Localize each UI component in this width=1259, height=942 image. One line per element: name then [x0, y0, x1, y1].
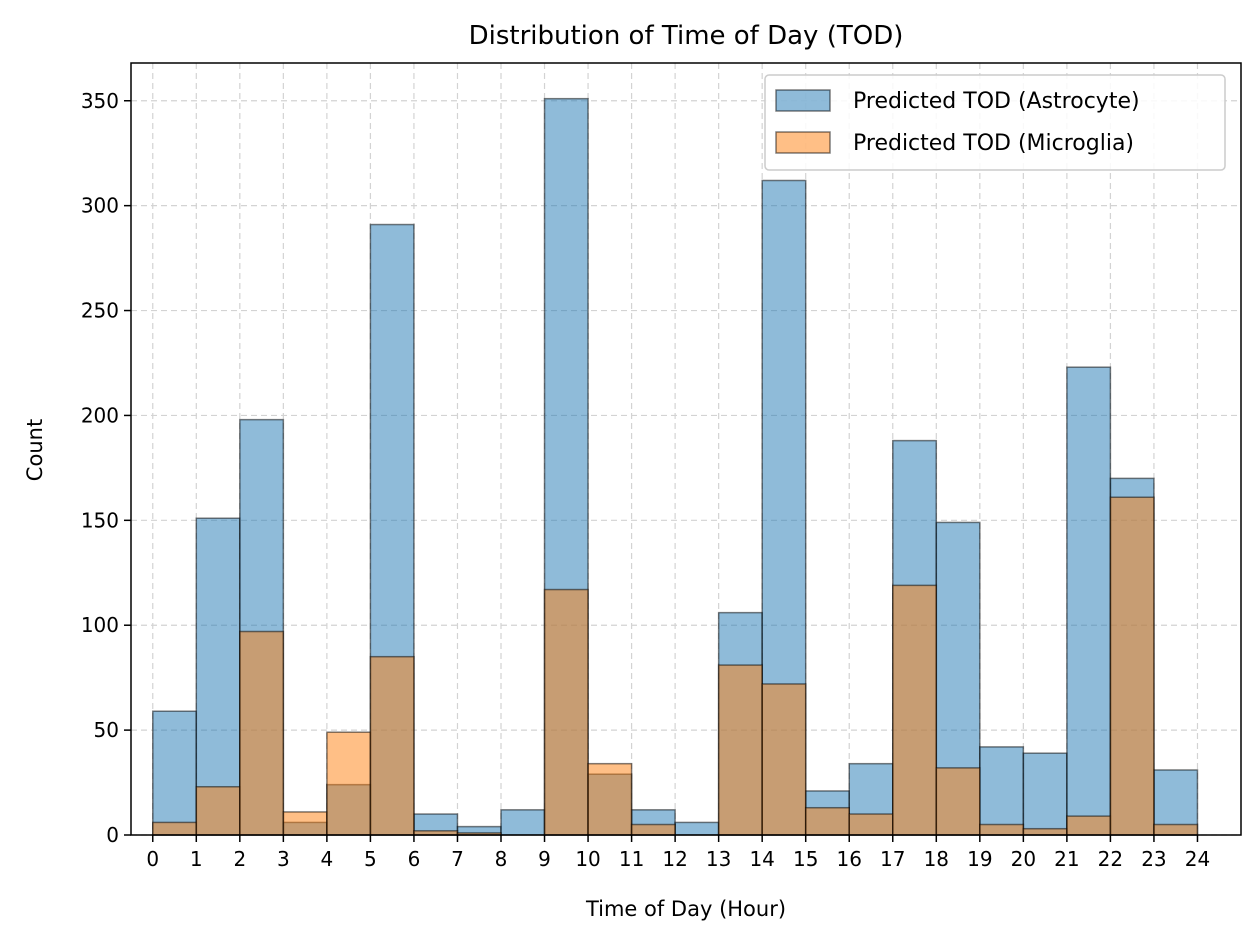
microglia-bar	[1066, 815, 1112, 836]
x-tick-label: 12	[662, 847, 687, 871]
x-tick-label: 13	[706, 847, 731, 871]
y-tick-label: 250	[81, 299, 119, 323]
y-tick-label: 300	[81, 194, 119, 218]
astrocyte-bar	[500, 809, 546, 836]
x-tick-label: 24	[1185, 847, 1210, 871]
x-tick-label: 17	[880, 847, 905, 871]
x-tick-label: 7	[451, 847, 464, 871]
x-tick-label: 9	[538, 847, 551, 871]
x-tick-label: 21	[1054, 847, 1079, 871]
x-tick-label: 20	[1011, 847, 1036, 871]
microglia-bar	[326, 731, 372, 836]
microglia-bar	[587, 762, 633, 836]
x-axis-label: Time of Day (Hour)	[585, 897, 786, 921]
y-tick-label: 100	[81, 613, 119, 637]
astrocyte-bar	[1022, 752, 1068, 836]
microglia-bar	[761, 683, 807, 836]
x-tick-label: 10	[575, 847, 600, 871]
x-tick-label: 8	[495, 847, 508, 871]
x-tick-label: 4	[321, 847, 334, 871]
legend-label-astrocyte: Predicted TOD (Astrocyte)	[853, 89, 1140, 114]
astrocyte-bar	[152, 710, 198, 836]
microglia-bar	[804, 806, 850, 836]
x-tick-label: 19	[967, 847, 992, 871]
x-tick-label: 11	[619, 847, 644, 871]
astrocyte-bar	[674, 821, 720, 836]
x-tick-label: 15	[793, 847, 818, 871]
x-tick-label: 6	[408, 847, 421, 871]
microglia-bar	[979, 823, 1025, 836]
legend-swatch-astrocyte	[775, 89, 831, 112]
microglia-bar	[195, 786, 241, 836]
astrocyte-bar	[1066, 366, 1112, 836]
y-axis-ticks: 0 50 100 150 200 250 300 350	[81, 89, 131, 847]
microglia-bar	[282, 811, 328, 836]
microglia-bar	[1022, 827, 1068, 836]
chart-title: Distribution of Time of Day (TOD)	[469, 21, 904, 51]
x-tick-label: 23	[1141, 847, 1166, 871]
plot-frame	[130, 62, 1242, 836]
microglia-bar	[892, 584, 938, 836]
microglia-bar	[848, 813, 894, 836]
microglia-bar	[1153, 823, 1199, 836]
microglia-bar	[152, 821, 198, 836]
x-axis-ticks: 0 1 2 3 4 5 6 7 8 9 10 11 12 13 14 15 16 17 18 19 20 21 22 23 24	[146, 835, 1210, 871]
legend-box	[764, 74, 1226, 171]
astrocyte-bar	[979, 746, 1025, 836]
x-tick-label: 1	[190, 847, 203, 871]
microglia-bar	[1109, 496, 1155, 836]
x-tick-label: 0	[146, 847, 159, 871]
microglia-bar	[239, 630, 285, 836]
astrocyte-bar	[195, 517, 241, 836]
y-tick-label: 50	[94, 718, 119, 742]
x-tick-label: 5	[364, 847, 377, 871]
y-axis-label: Count	[23, 419, 47, 481]
microglia-bar	[717, 664, 763, 836]
microglia-bar	[369, 655, 415, 836]
x-tick-label: 14	[749, 847, 774, 871]
x-tick-label: 3	[277, 847, 290, 871]
microglia-bar	[630, 823, 676, 836]
legend-label-microglia: Predicted TOD (Microglia)	[853, 131, 1134, 156]
x-tick-label: 2	[233, 847, 246, 871]
legend-swatch-microglia	[775, 131, 831, 154]
microglia-bar	[935, 767, 981, 836]
microglia-bar	[543, 588, 589, 836]
legend: Predicted TOD (Astrocyte) Predicted TOD …	[764, 74, 1226, 171]
y-tick-label: 150	[81, 508, 119, 532]
y-tick-label: 200	[81, 403, 119, 427]
y-tick-label: 0	[106, 823, 119, 847]
x-tick-label: 18	[924, 847, 949, 871]
x-tick-label: 22	[1098, 847, 1123, 871]
y-tick-label: 350	[81, 89, 119, 113]
x-tick-label: 16	[837, 847, 862, 871]
